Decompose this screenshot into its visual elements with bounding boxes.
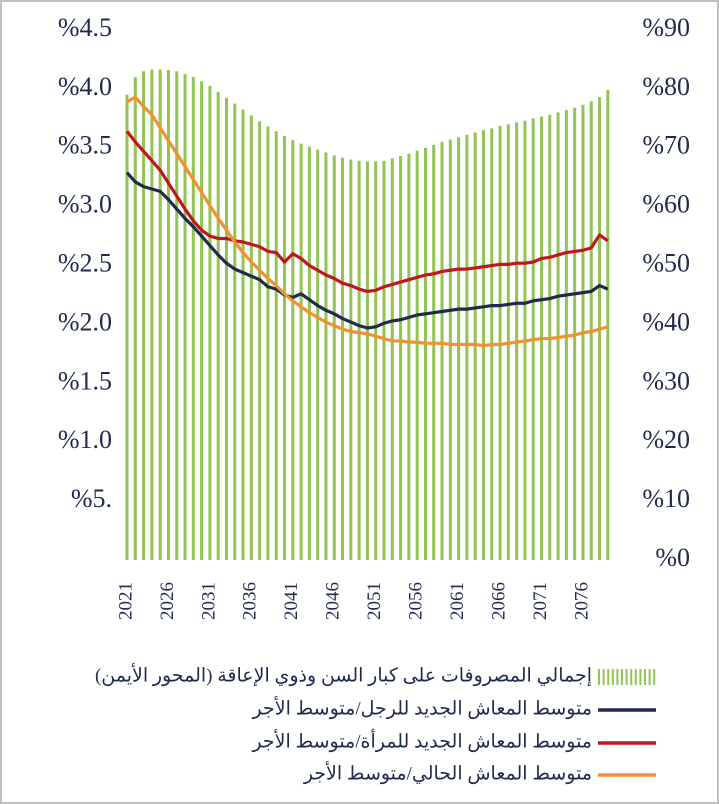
y2-tick-label: %60 — [642, 190, 690, 219]
x-tick-label: 2041 — [281, 582, 302, 620]
legend-swatch — [639, 669, 642, 685]
x-tick-label: 2031 — [198, 582, 219, 620]
bar — [606, 90, 610, 561]
bar — [473, 132, 477, 560]
x-tick-label: 2021 — [115, 582, 136, 620]
bar — [191, 77, 195, 560]
y-tick-label: %5. — [71, 484, 112, 513]
x-tick-label: 2061 — [447, 582, 468, 620]
bar — [283, 136, 287, 560]
bar — [241, 109, 245, 560]
bar — [208, 85, 212, 560]
x-tick-label: 2026 — [157, 582, 178, 620]
y2-tick-label: %70 — [642, 131, 690, 160]
bar — [158, 69, 162, 560]
y2-tick-label: %20 — [642, 425, 690, 454]
bar — [457, 137, 461, 560]
x-tick-label: 2046 — [323, 582, 344, 620]
bar — [448, 139, 452, 561]
line — [125, 130, 609, 294]
line — [125, 171, 609, 330]
bar — [349, 159, 353, 561]
legend-label: متوسط المعاش الجديد للمرأة/متوسط الأجر — [251, 727, 592, 752]
y-tick-label: %3.5 — [58, 131, 112, 160]
legend-swatch — [607, 669, 610, 685]
y2-tick-label: %10 — [642, 484, 690, 513]
bar — [166, 70, 170, 561]
bar — [440, 141, 444, 560]
y-tick-label: %4.5 — [58, 13, 112, 42]
bar — [341, 157, 345, 561]
y-tick-label: %2.0 — [58, 307, 112, 336]
y2-tick-label: %50 — [642, 249, 690, 278]
legend-label: متوسط المعاش الجديد للرجل/متوسط الأجر — [252, 695, 592, 719]
legend-swatch — [616, 669, 619, 685]
y-tick-label: %3.0 — [58, 190, 112, 219]
bar — [274, 131, 278, 561]
bar — [365, 161, 369, 561]
legend-swatch — [621, 669, 623, 685]
y-tick-label: %2.5 — [58, 249, 112, 278]
legend-swatch — [630, 669, 633, 685]
x-tick-label: 2071 — [530, 582, 551, 620]
x-tick-label: 2051 — [364, 582, 385, 620]
bar — [224, 97, 228, 560]
y-tick-label: %1.5 — [58, 366, 112, 395]
bar — [183, 74, 187, 561]
legend-swatch — [648, 669, 651, 685]
y2-tick-label: %30 — [642, 366, 690, 395]
legend-swatch — [598, 669, 600, 685]
legend-label: متوسط المعاش الحالي/متوسط الأجر — [303, 760, 592, 784]
y2-tick-label: %80 — [642, 72, 690, 101]
legend-swatch — [625, 669, 628, 685]
y-tick-label: %1.0 — [58, 425, 112, 454]
bar — [407, 153, 411, 560]
bar — [150, 69, 154, 560]
bar — [291, 140, 295, 560]
bar — [133, 77, 137, 560]
bar — [399, 156, 403, 560]
legend-swatch — [653, 669, 656, 685]
bar — [357, 160, 361, 560]
legend-swatch — [634, 669, 637, 685]
bar — [299, 143, 303, 560]
bar — [316, 149, 320, 561]
x-tick-label: 2076 — [571, 582, 592, 620]
x-tick-label: 2056 — [406, 582, 427, 620]
bar — [258, 121, 262, 561]
bar — [382, 160, 386, 560]
y-tick-label: %4.0 — [58, 72, 112, 101]
bar — [200, 81, 204, 560]
legend-label: إجمالي المصروفات على كبار السن وذوي الإع… — [95, 662, 592, 686]
bar — [332, 155, 336, 560]
bar — [390, 158, 394, 560]
bar — [233, 103, 237, 560]
bar — [432, 144, 436, 561]
bar — [307, 146, 311, 560]
bar — [374, 161, 378, 561]
y2-tick-label: %40 — [642, 307, 690, 336]
bar — [415, 150, 419, 560]
bar — [249, 115, 253, 560]
y2-tick-label: %0 — [655, 543, 690, 572]
legend-swatch — [611, 669, 614, 685]
x-tick-label: 2036 — [240, 582, 261, 620]
bar — [125, 94, 129, 561]
legend-swatch — [602, 669, 605, 685]
line — [126, 95, 609, 348]
bar — [266, 126, 270, 561]
bar — [216, 91, 220, 560]
bar — [175, 71, 179, 560]
bar — [142, 71, 146, 560]
x-tick-label: 2066 — [488, 582, 509, 620]
bar — [423, 147, 427, 560]
bar — [465, 134, 469, 561]
bar — [324, 152, 328, 560]
legend-swatch — [644, 669, 646, 685]
y2-tick-label: %90 — [642, 13, 690, 42]
